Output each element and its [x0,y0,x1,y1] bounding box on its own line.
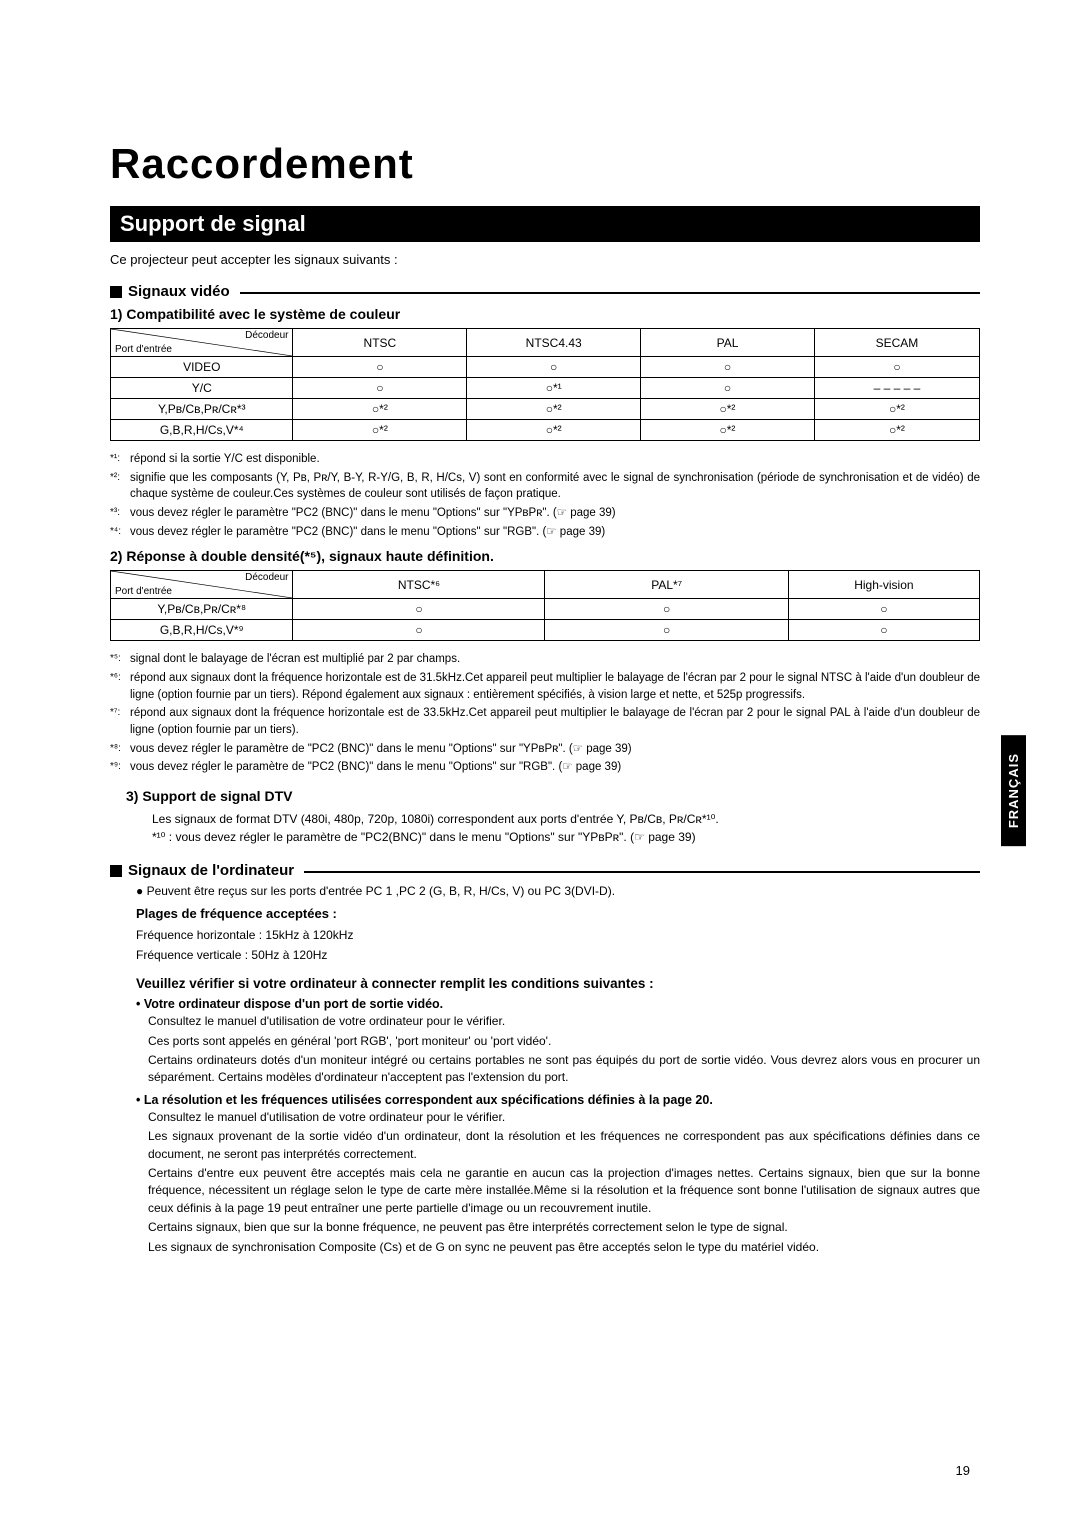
rule-line [304,871,980,873]
computer-subsection: Signaux de l'ordinateur [110,862,980,879]
video-sub1: 1) Compatibilité avec le système de coul… [110,306,980,322]
main-title: Raccordement [110,140,980,188]
rule-line [240,292,980,294]
video-sub2: 2) Réponse à double densité(*⁵), signaux… [110,548,980,564]
freq1: Fréquence horizontale : 15kHz à 120kHz [136,927,980,944]
square-icon [110,286,122,298]
bullet1-head: • Votre ordinateur dispose d'un port de … [136,997,980,1011]
bullet2-lines: Consultez le manuel d'utilisation de vot… [110,1109,980,1256]
section-heading: Support de signal [110,206,980,242]
video-sub3: 3) Support de signal DTV [126,788,980,804]
table2: DécodeurPort d'entréeNTSC*⁶PAL*⁷High-vis… [110,570,980,641]
table1: DécodeurPort d'entréeNTSCNTSC4.43PALSECA… [110,328,980,441]
computer-heading: Signaux de l'ordinateur [128,862,294,879]
video-subsection: Signaux vidéo [110,283,980,300]
bullet2-head: • La résolution et les fréquences utilis… [136,1093,980,1107]
square-icon [110,865,122,877]
intro-text: Ce projecteur peut accepter les signaux … [110,252,980,267]
freq2: Fréquence verticale : 50Hz à 120Hz [136,947,980,964]
freq-head: Plages de fréquence acceptées : [136,906,980,921]
page-number: 19 [956,1463,970,1478]
language-tab: FRANÇAIS [1001,735,1026,846]
bullet1-lines: Consultez le manuel d'utilisation de vot… [110,1013,980,1087]
dtv-block: Les signaux de format DTV (480i, 480p, 7… [152,810,980,846]
check-head: Veuillez vérifier si votre ordinateur à … [136,976,980,991]
notes1: *¹:répond si la sortie Y/C est disponibl… [110,451,980,540]
video-heading: Signaux vidéo [128,283,230,300]
computer-line1: ● Peuvent être reçus sur les ports d'ent… [136,883,980,900]
notes2: *⁵:signal dont le balayage de l'écran es… [110,651,980,776]
